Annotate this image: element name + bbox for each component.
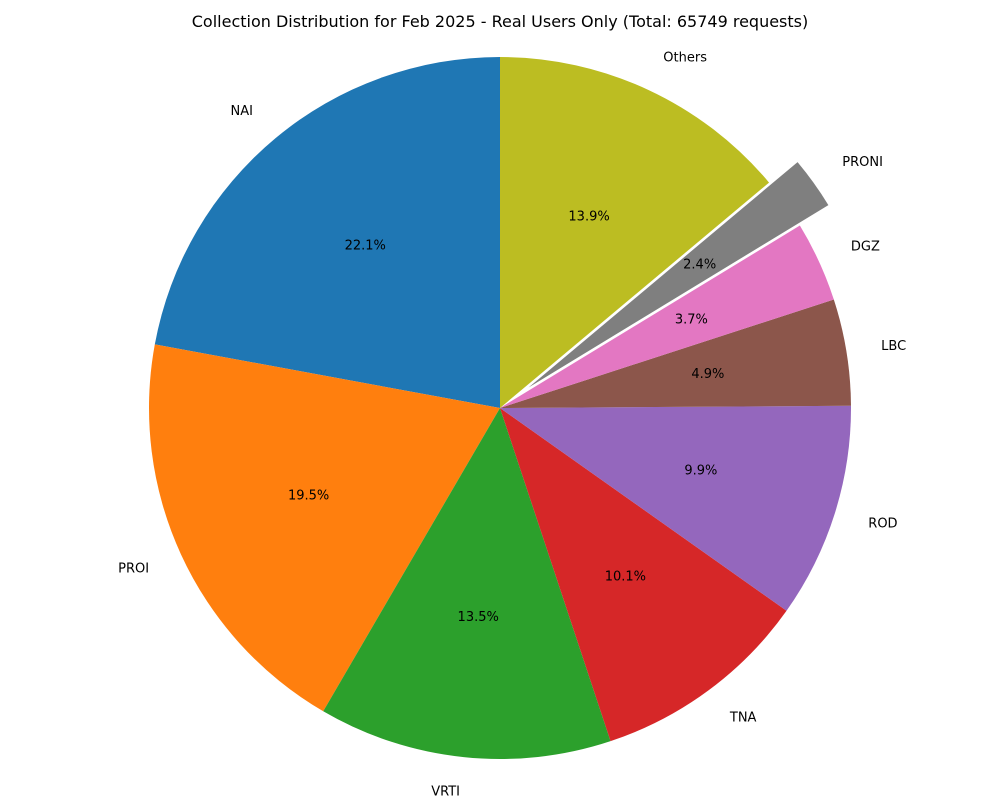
pie-slice-proni [528,162,829,388]
pie-slices [148,56,851,759]
slice-label-rod: ROD [868,516,897,531]
slice-label-tna: TNA [729,711,757,726]
pct-label-proni: 2.4% [683,257,716,272]
pie-slice-proi [148,344,500,712]
slice-label-lbc: LBC [881,339,906,354]
pct-label-lbc: 4.9% [691,367,724,382]
slice-label-proni: PRONI [842,155,883,170]
pct-label-dgz: 3.7% [675,313,708,328]
chart-title: Collection Distribution for Feb 2025 - R… [191,12,809,31]
pct-label-tna: 10.1% [605,570,646,585]
pie-slice-nai [154,57,500,408]
pie-slice-lbc [500,299,851,408]
pie-slice-dgz [500,225,834,408]
pct-label-others: 13.9% [568,210,609,225]
slice-label-proi: PROI [118,562,149,577]
slice-label-dgz: DGZ [851,239,880,254]
pie-slice-rod [500,405,851,611]
pct-label-vrti: 13.5% [458,610,499,625]
slice-label-others: Others [663,51,707,66]
pct-label-proi: 19.5% [288,488,329,503]
pie-labels: 22.1% NAI 19.5% PROI 13.5% VRTI 10.1% TNA 9.9% RO… [118,51,906,800]
pct-label-nai: 22.1% [345,239,386,254]
slice-label-vrti: VRTI [431,785,460,800]
pie-slice-tna [500,408,787,742]
pct-label-rod: 9.9% [684,464,717,479]
slice-label-nai: NAI [231,104,253,119]
pie-slice-vrti [323,408,611,759]
pie-slice-others [500,56,770,408]
